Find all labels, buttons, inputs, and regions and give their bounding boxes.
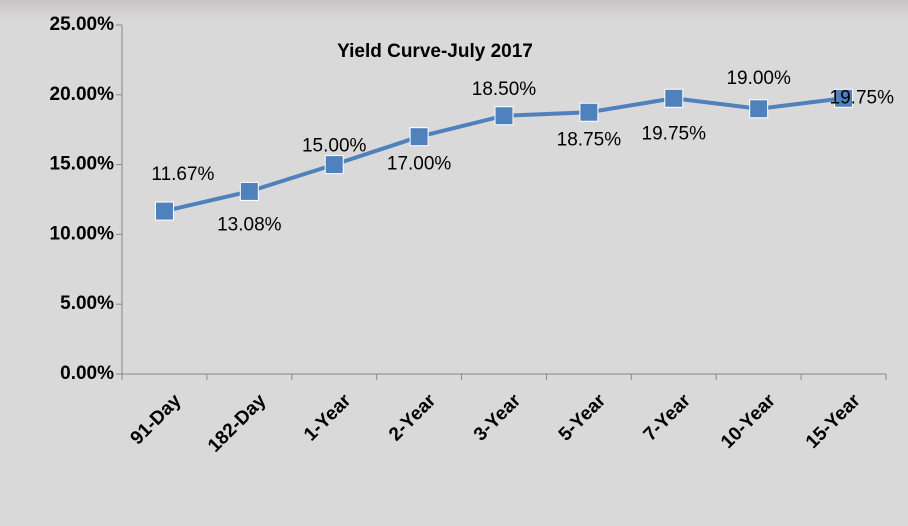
chart-title: Yield Curve-July 2017	[337, 41, 533, 62]
data-label: 19.75%	[830, 87, 895, 108]
marker	[664, 88, 684, 108]
data-label: 18.50%	[472, 79, 537, 100]
marker	[749, 99, 769, 119]
data-label: 15.00%	[302, 136, 367, 157]
data-label: 19.75%	[642, 123, 707, 144]
data-label: 19.00%	[726, 68, 791, 89]
y-tick-label: 20.00%	[50, 84, 115, 105]
y-tick-label: 25.00%	[50, 14, 115, 35]
data-label: 18.75%	[557, 129, 622, 150]
marker	[494, 106, 514, 126]
y-tick-label: 5.00%	[60, 293, 114, 314]
y-tick-label: 0.00%	[60, 363, 114, 384]
y-tick-label: 15.00%	[50, 154, 115, 175]
marker	[324, 155, 344, 175]
data-label: 11.67%	[151, 164, 214, 185]
marker	[834, 88, 854, 108]
marker	[409, 127, 429, 147]
marker	[154, 201, 174, 221]
data-label: 17.00%	[387, 154, 452, 175]
marker	[579, 102, 599, 122]
marker	[239, 181, 259, 201]
data-label: 13.08%	[217, 214, 282, 235]
y-tick-label: 10.00%	[50, 223, 115, 244]
